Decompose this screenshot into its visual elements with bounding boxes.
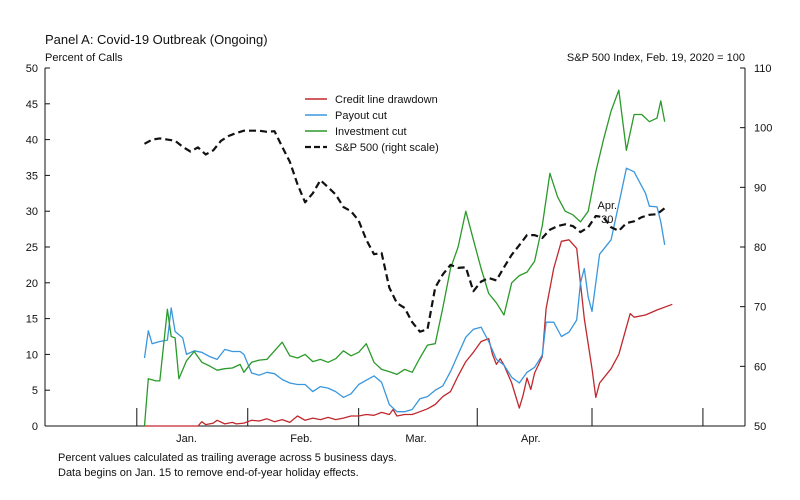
series-line-3 [143,89,666,427]
left-tick-label: 25 [26,242,38,254]
left-tick-label: 30 [26,206,38,218]
annotation-line: Apr. [598,200,618,212]
left-tick-label: 20 [26,278,38,290]
annotation-line: 30 [601,214,613,226]
right-tick-label: 110 [754,63,772,75]
chart-axes: 0 5 10 15 20 25 30 35 40 45 50 50 60 70 80 90 100 110 Jan.… [26,63,773,445]
chart-annotation: Apr. 30 [598,200,618,226]
right-tick-label: 80 [754,242,766,254]
series-line-2 [143,167,666,413]
left-tick-label: 5 [32,385,38,397]
left-tick-label: 50 [26,63,38,75]
left-tick-label: 15 [26,314,38,326]
chart-note-2: Data begins on Jan. 15 to remove end-of-… [58,467,359,479]
series-line-1 [144,239,673,427]
chart-legend: Credit line drawdown Payout cut Investment… [305,94,439,154]
right-tick-label: 100 [754,123,772,135]
left-tick-label: 45 [26,99,38,111]
legend-label: Payout cut [335,110,387,122]
right-tick-label: 90 [754,182,766,194]
chart-note-1: Percent values calculated as trailing av… [58,452,397,464]
left-tick-label: 35 [26,170,38,182]
right-tick-label: 60 [754,361,766,373]
legend-label: Credit line drawdown [335,94,438,106]
chart-series [143,89,673,427]
x-month-label: Jan. [176,433,197,445]
legend-label: S&P 500 (right scale) [335,142,439,154]
right-tick-label: 50 [754,421,766,433]
left-tick-label: 40 [26,135,38,147]
x-month-label: Feb. [290,433,312,445]
left-tick-label: 0 [32,421,38,433]
legend-label: Investment cut [335,126,407,138]
series-line-4 [143,129,666,333]
right-axis-label: S&P 500 Index, Feb. 19, 2020 = 100 [567,52,745,64]
chart-title: Panel A: Covid-19 Outbreak (Ongoing) [45,32,268,47]
x-month-label: Mar. [405,433,426,445]
right-tick-label: 70 [754,302,766,314]
x-month-label: Apr. [521,433,541,445]
left-axis-label: Percent of Calls [45,52,123,64]
left-tick-label: 10 [26,349,38,361]
